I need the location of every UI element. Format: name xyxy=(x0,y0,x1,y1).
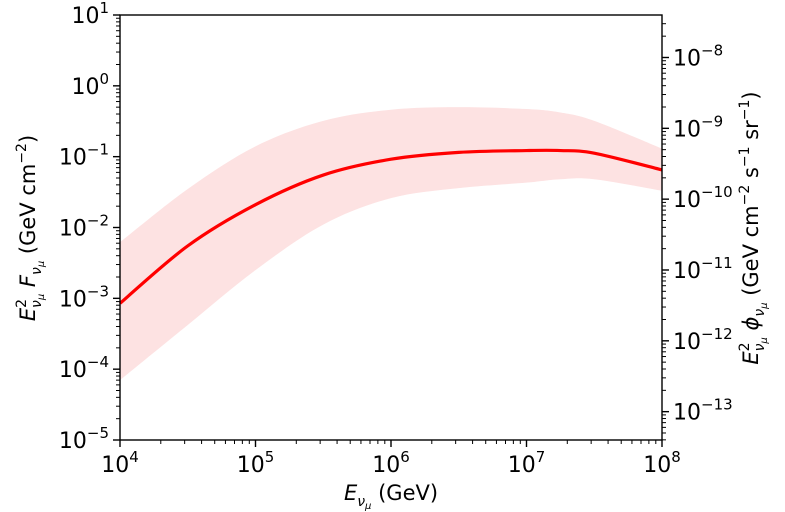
y2-axis: 10−13 10−12 10−11 10−10 10−9 10−8 xyxy=(662,23,733,441)
y2-tick-label: 10−12 xyxy=(673,325,733,355)
y2-tick-label: 10−9 xyxy=(673,112,723,142)
y2-tick-label: 10−13 xyxy=(673,396,733,426)
y-tick-label: 10−5 xyxy=(59,424,109,454)
x-tick-label: 108 xyxy=(643,448,681,478)
flux-curve xyxy=(118,148,663,305)
y-tick-label: 10−2 xyxy=(59,212,109,242)
x-axis-label: Eνμ (GeV) xyxy=(344,481,438,512)
x-axis: 104 105 106 107 108 xyxy=(101,440,681,478)
x-tick-label: 107 xyxy=(508,448,546,478)
y2-tick-label: 10−10 xyxy=(673,183,733,213)
x-tick-label: 105 xyxy=(237,448,275,478)
uncertainty-band xyxy=(120,107,662,381)
y-tick-label: 101 xyxy=(71,0,109,29)
y-tick-label: 10−1 xyxy=(59,141,109,171)
y-axis: 10−5 10−4 10−3 10−2 10−1 100 101 xyxy=(59,0,120,454)
y2-axis-label: E2νμ ϕνμ (GeV cm−2 s−1 sr−1) xyxy=(737,91,770,364)
y-tick-label: 10−4 xyxy=(59,353,109,383)
x-tick-label: 106 xyxy=(372,448,410,478)
y-axis-label: E2νμ Fνμ (GeV cm−2) xyxy=(14,135,47,321)
y2-tick-label: 10−8 xyxy=(673,41,723,71)
y2-tick-label: 10−11 xyxy=(673,254,733,284)
y-tick-label: 100 xyxy=(71,70,109,100)
y-tick-label: 10−3 xyxy=(59,282,109,312)
x-tick-label: 104 xyxy=(101,448,139,478)
